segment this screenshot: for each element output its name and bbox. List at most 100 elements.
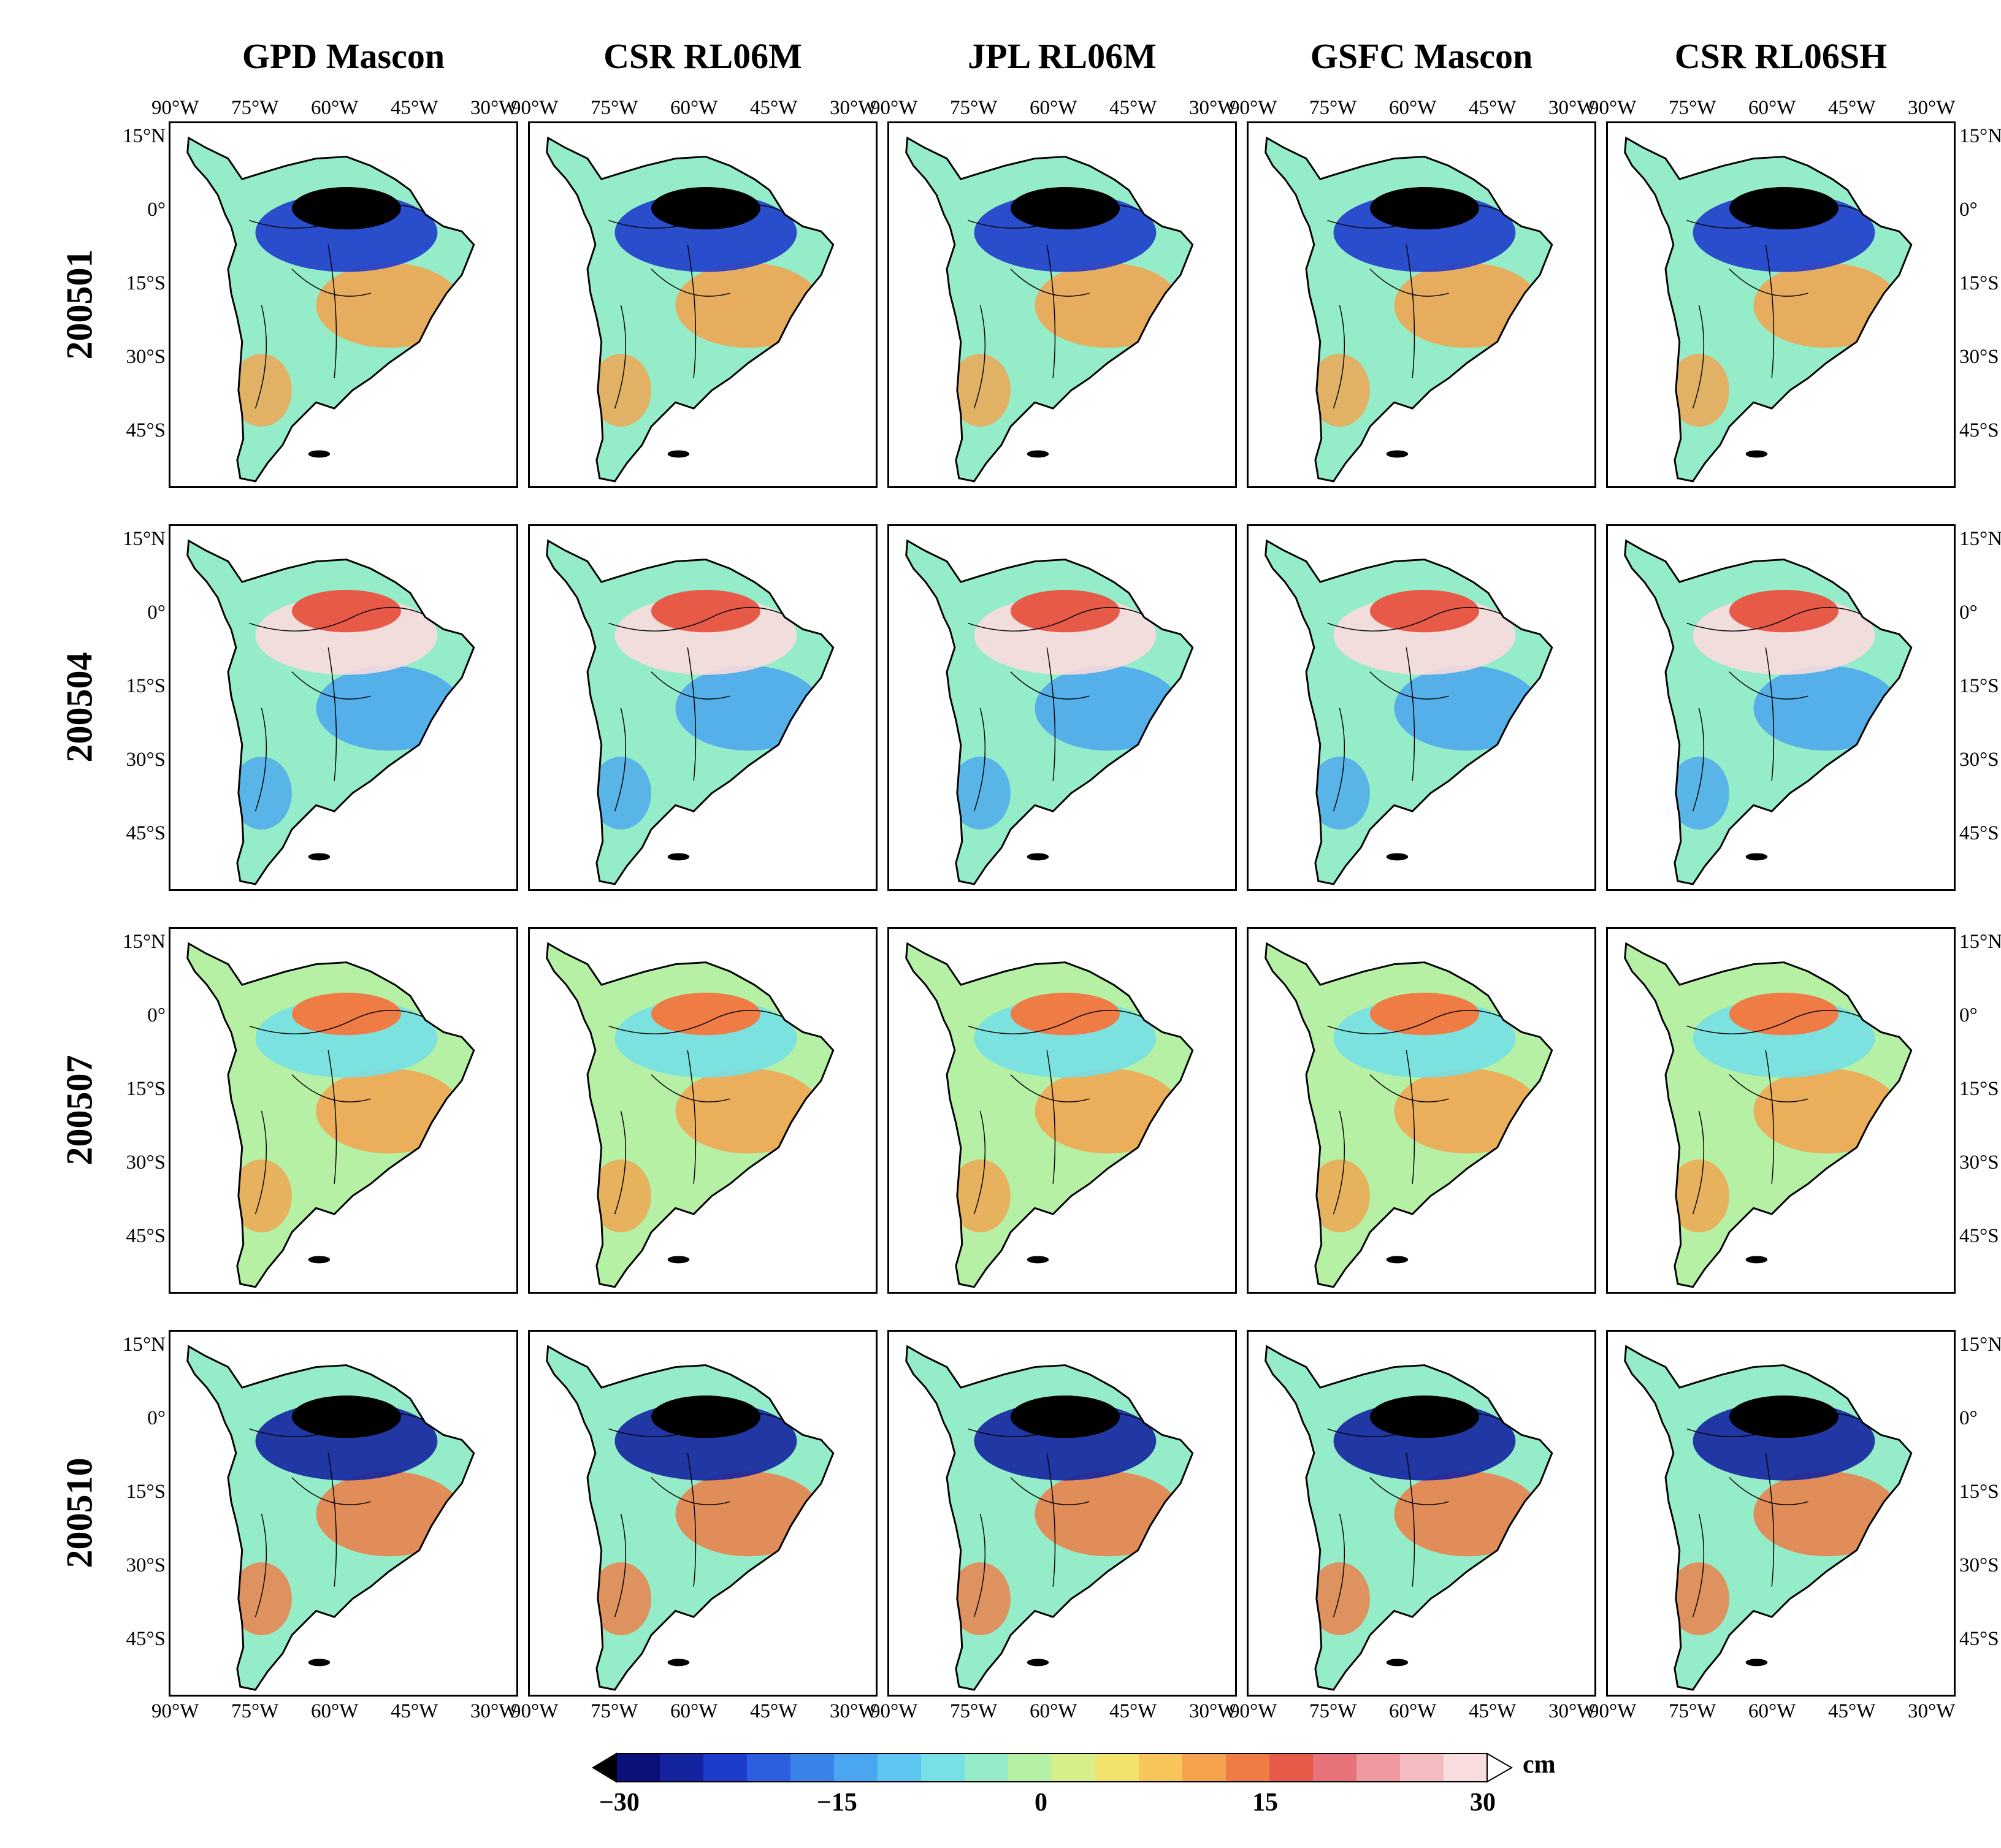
lon-tick-label: 45°W — [1469, 1700, 1517, 1722]
lon-tick-label: 75°W — [591, 1700, 638, 1722]
lat-tick-label: 15°N — [1959, 125, 2001, 147]
lon-tick-label: 75°W — [1309, 1700, 1357, 1722]
river-line — [614, 1110, 627, 1215]
coastline — [1264, 539, 1553, 885]
map-panel — [887, 524, 1237, 891]
anomaly-core — [1729, 1396, 1838, 1438]
map-panel — [169, 524, 518, 891]
lat-tick-label: 30°S — [126, 749, 166, 771]
lon-tick-label: 90°W — [151, 1700, 199, 1722]
anomaly-region — [1668, 354, 1729, 427]
river-line — [249, 1010, 450, 1034]
river-line — [968, 1413, 1169, 1437]
river-line — [608, 204, 809, 229]
lon-tick-label: 75°W — [1669, 97, 1716, 119]
lon-tick-label: 45°W — [391, 97, 438, 119]
falkland-islands — [1027, 853, 1049, 861]
lon-tick-label: 60°W — [1748, 97, 1796, 119]
map-panel — [528, 121, 878, 488]
column-title: CSR RL06SH — [1674, 36, 1888, 76]
map-svg — [1264, 136, 1553, 483]
anomaly-core — [1729, 590, 1838, 633]
coastline — [905, 136, 1194, 483]
river-line — [1686, 1010, 1888, 1034]
river-line — [1327, 1413, 1528, 1437]
colorbar-swatch — [1008, 1754, 1052, 1782]
lon-tick-label: 60°W — [1389, 1700, 1437, 1722]
map-svg — [905, 539, 1194, 885]
map-panel — [1247, 524, 1596, 891]
anomaly-region — [1309, 757, 1370, 830]
coastline — [1264, 136, 1553, 483]
lon-tick-label: 90°W — [870, 97, 918, 119]
river-line — [1692, 1110, 1705, 1215]
river-line — [614, 1513, 627, 1617]
map-svg — [186, 136, 475, 483]
lat-tick-label: 45°S — [126, 419, 166, 441]
lon-tick-label: 75°W — [1669, 1700, 1716, 1722]
map-panel — [1606, 524, 1956, 891]
map-panel — [1247, 1330, 1596, 1697]
coastline — [1624, 1345, 1913, 1691]
anomaly-region — [949, 757, 1011, 830]
river-line — [973, 708, 986, 812]
lon-tick-label: 45°W — [391, 1700, 438, 1722]
coastline — [905, 1345, 1194, 1691]
falkland-islands — [308, 1659, 331, 1667]
river-line — [1327, 204, 1528, 229]
anomaly-region — [675, 665, 821, 751]
lon-tick-label: 90°W — [1589, 97, 1637, 119]
lat-tick-label: 15°N — [1959, 1334, 2001, 1356]
colorbar-swatch — [1356, 1754, 1401, 1782]
lat-tick-label: 0° — [147, 1407, 166, 1429]
river-line — [1010, 1074, 1090, 1102]
falkland-islands — [308, 853, 331, 861]
anomaly-core — [291, 993, 401, 1036]
map-svg — [1624, 136, 1913, 483]
lon-tick-label: 60°W — [1748, 1700, 1796, 1722]
river-line — [291, 1477, 371, 1505]
coastline — [546, 942, 835, 1288]
anomaly-region — [1753, 665, 1899, 751]
lon-tick-label: 45°W — [1469, 97, 1517, 119]
lat-tick-label: 45°S — [1959, 419, 1999, 441]
colorbar-swatch — [1052, 1754, 1096, 1782]
lon-tick-label: 60°W — [311, 1700, 359, 1722]
falkland-islands — [308, 450, 331, 458]
map-panel — [887, 121, 1237, 488]
river-line — [1729, 269, 1808, 297]
map-panel — [169, 121, 518, 488]
colorbar-swatch — [747, 1754, 791, 1782]
river-line — [1369, 1074, 1449, 1102]
river-line — [1692, 305, 1705, 409]
falkland-islands — [1745, 853, 1768, 861]
map-svg — [186, 942, 475, 1288]
lon-tick-label: 90°W — [1230, 97, 1277, 119]
colorbar-tick-label: 0 — [1035, 1789, 1047, 1817]
colorbar-swatch — [1400, 1754, 1444, 1782]
falkland-islands — [1386, 853, 1409, 861]
anomaly-region — [1394, 1068, 1540, 1154]
river-line — [1046, 647, 1056, 781]
river-line — [1327, 1010, 1528, 1034]
anomaly-core — [1369, 590, 1479, 633]
row-label: 200504 — [59, 652, 100, 763]
river-line — [254, 1513, 267, 1617]
anomaly-core — [1369, 993, 1479, 1036]
river-line — [1686, 1413, 1888, 1437]
lon-tick-label: 60°W — [1030, 1700, 1077, 1722]
lat-tick-label: 45°S — [126, 822, 166, 844]
falkland-islands — [1027, 1256, 1049, 1264]
map-panel — [1606, 927, 1956, 1294]
falkland-islands — [1027, 450, 1049, 458]
river-line — [327, 647, 337, 781]
lon-tick-label: 30°W — [1908, 97, 1956, 119]
river-line — [249, 204, 450, 229]
anomaly-region — [1753, 1068, 1899, 1154]
anomaly-region — [1035, 1068, 1180, 1154]
colorbar-svg — [592, 1752, 1513, 1783]
lat-tick-label: 0° — [147, 1004, 166, 1026]
colorbar-swatch — [1269, 1754, 1314, 1782]
anomaly-core — [651, 1396, 760, 1438]
river-line — [1046, 1453, 1056, 1587]
